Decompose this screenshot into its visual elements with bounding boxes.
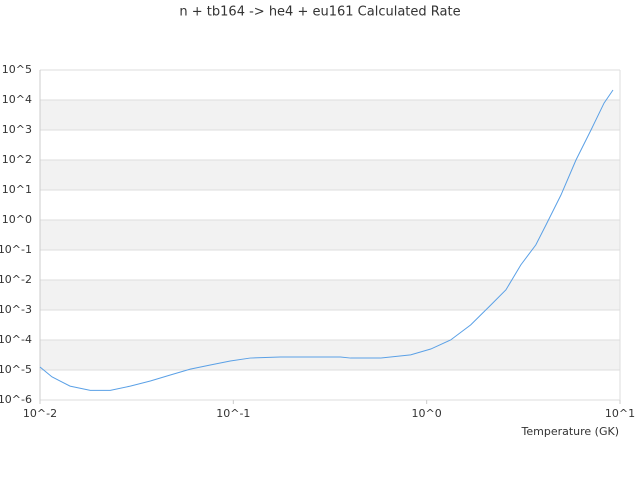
grid-band xyxy=(40,280,620,310)
y-tick-label: 10^0 xyxy=(2,213,32,226)
x-tick-label: 10^-2 xyxy=(23,407,57,420)
y-tick-label: 10^5 xyxy=(2,63,32,76)
y-tick-label: 10^2 xyxy=(2,153,32,166)
data-line xyxy=(39,89,614,391)
y-tick-label: 10^-5 xyxy=(0,363,32,376)
chart-title: n + tb164 -> he4 + eu161 Calculated Rate xyxy=(179,5,460,20)
x-axis-label: Temperature (GK) xyxy=(521,425,620,438)
y-tick-label: 10^-4 xyxy=(0,333,32,346)
y-tick-label: 10^1 xyxy=(2,183,32,196)
x-tick-label: 10^-1 xyxy=(216,407,250,420)
x-tick-label: 10^1 xyxy=(605,407,635,420)
y-tick-label: 10^-3 xyxy=(0,303,32,316)
grid-band xyxy=(40,160,620,190)
y-tick-label: 10^3 xyxy=(2,123,32,136)
y-tick-label: 10^-2 xyxy=(0,273,32,286)
x-tick-label: 10^0 xyxy=(412,407,442,420)
grid-band xyxy=(40,220,620,250)
grid-band xyxy=(40,100,620,130)
y-tick-label: 10^4 xyxy=(2,93,32,106)
grid-band xyxy=(40,340,620,370)
y-tick-label: 10^-1 xyxy=(0,243,32,256)
y-tick-label: 10^-6 xyxy=(0,393,32,406)
